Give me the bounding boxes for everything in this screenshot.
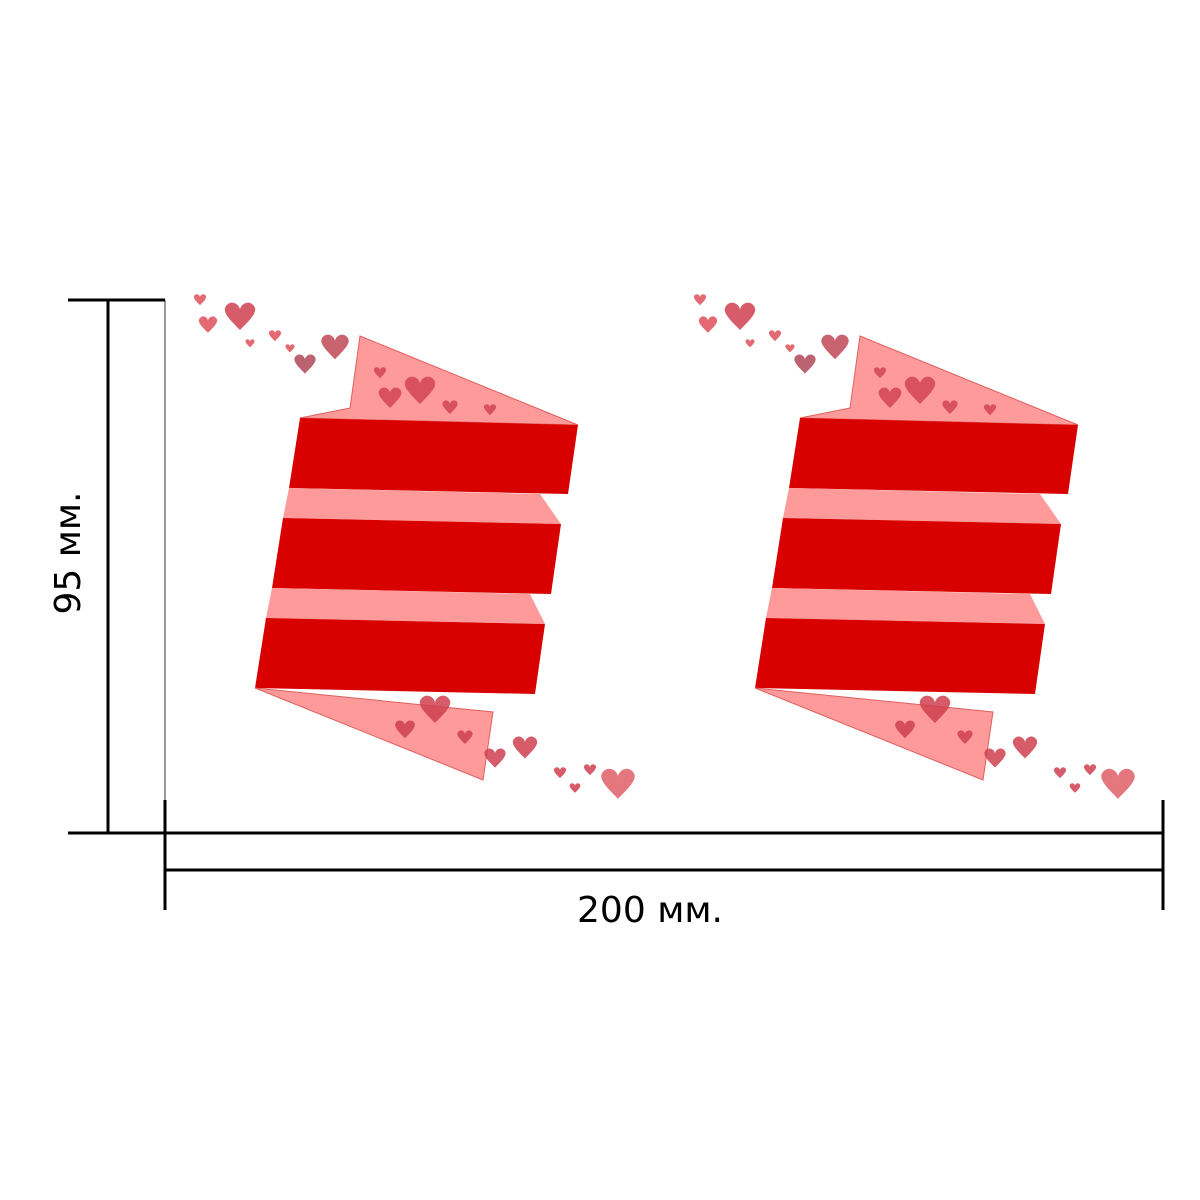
height-dimension [68, 298, 165, 835]
width-label: 200 мм. [577, 890, 723, 931]
width-dimension [163, 800, 1165, 910]
label-design [694, 294, 1135, 799]
height-label: 95 мм. [48, 491, 89, 614]
label-design [194, 294, 635, 799]
